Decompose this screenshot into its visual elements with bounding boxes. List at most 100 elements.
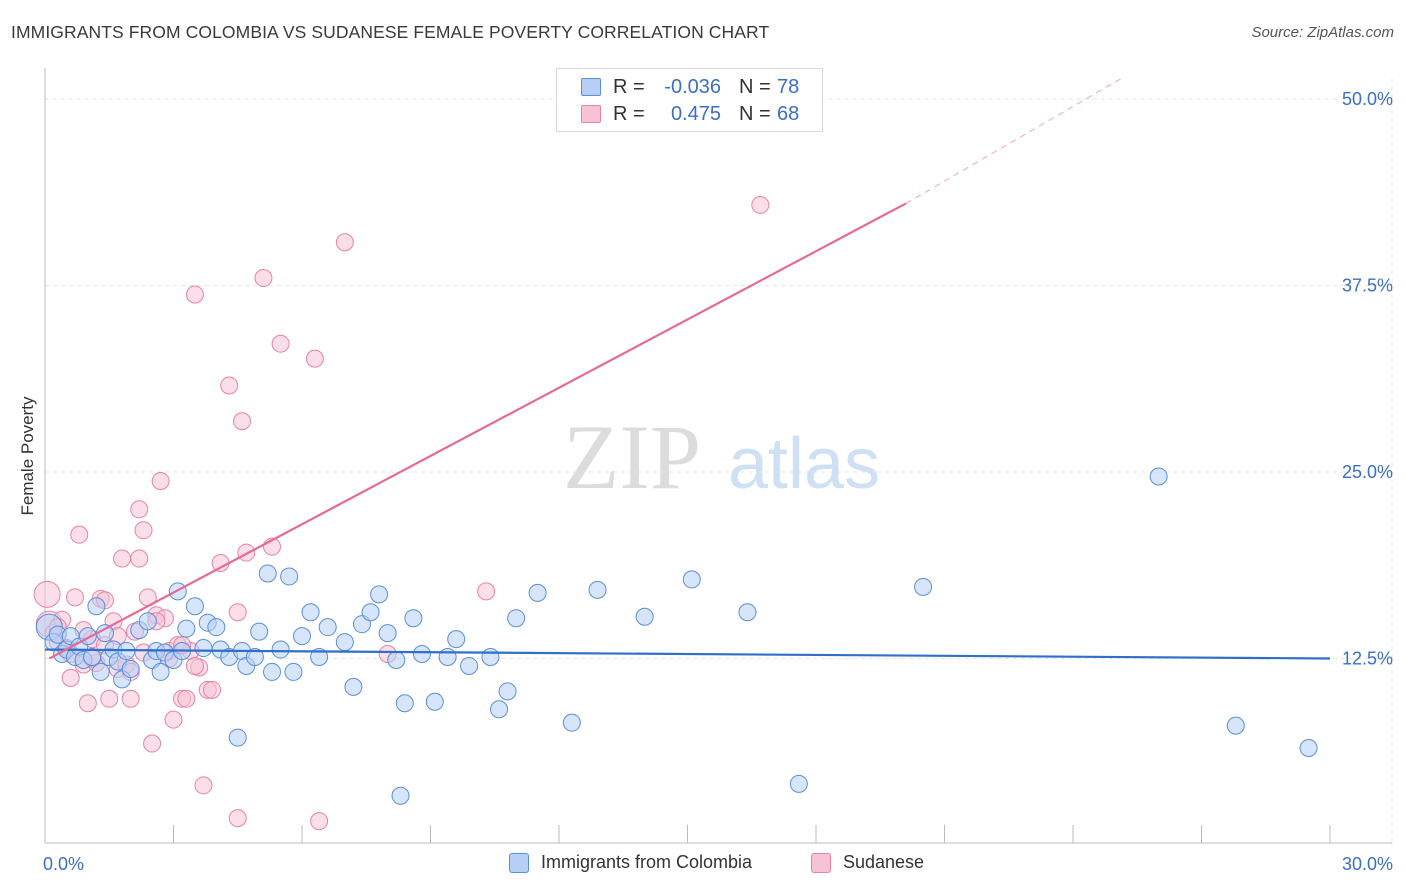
legend-swatch-sudanese <box>581 105 601 123</box>
correlation-legend: R = -0.036 N = 78 R = 0.475 N = 68 <box>556 68 823 132</box>
sudanese-point <box>130 549 149 568</box>
colombia-point <box>177 619 196 638</box>
sudanese-trend-extension <box>905 76 1125 204</box>
sudanese-point <box>310 812 329 831</box>
colombia-points <box>35 467 1318 805</box>
sudanese-point <box>237 543 256 562</box>
watermark-zip: ZIP <box>563 406 701 508</box>
sudanese-point <box>143 734 162 753</box>
sudanese-point <box>130 500 149 519</box>
y-tick-label: 12.5% <box>1342 649 1393 669</box>
colombia-point <box>151 662 170 681</box>
legend-item-colombia[interactable]: Immigrants from Colombia <box>509 852 752 873</box>
sudanese-trend-line <box>48 202 907 660</box>
colombia-point <box>344 677 363 696</box>
colombia-point <box>1226 716 1245 735</box>
sudanese-point <box>228 603 247 622</box>
sudanese-point <box>70 525 89 544</box>
legend-row-colombia: R = -0.036 N = 78 <box>581 74 799 100</box>
sudanese-point <box>228 809 247 828</box>
colombia-point <box>194 639 213 658</box>
sudanese-point <box>233 412 252 431</box>
colombia-point <box>310 648 329 667</box>
colombia-point <box>250 622 269 641</box>
colombia-point <box>301 603 320 622</box>
colombia-point <box>498 682 517 701</box>
legend-n-value: 68 <box>777 102 800 125</box>
axes <box>44 68 1392 844</box>
colombia-point <box>528 583 547 602</box>
colombia-point <box>404 609 423 628</box>
colombia-point <box>121 659 140 678</box>
legend-n-label: N = <box>739 102 771 125</box>
y-tick-label: 50.0% <box>1342 89 1393 109</box>
colombia-point <box>507 609 526 628</box>
y-axis-title: Female Poverty <box>18 396 37 516</box>
sudanese-point <box>151 471 170 490</box>
legend-r-label: R = <box>613 75 645 98</box>
legend-label-colombia: Immigrants from Colombia <box>541 852 753 872</box>
colombia-point <box>387 650 406 669</box>
colombia-point <box>490 700 509 719</box>
sudanese-point <box>100 689 119 708</box>
legend-label-sudanese: Sudanese <box>843 852 925 872</box>
y-tick-label: 25.0% <box>1342 462 1393 482</box>
colombia-point <box>335 633 354 652</box>
sudanese-point <box>134 521 153 540</box>
colombia-point <box>682 570 701 589</box>
tick-labels: 12.5% 25.0% 37.5% 50.0% 0.0% 30.0% <box>43 89 1393 874</box>
sudanese-point <box>335 233 354 252</box>
legend-r-label: R = <box>613 102 645 125</box>
colombia-point <box>263 662 282 681</box>
sudanese-point <box>211 554 230 573</box>
colombia-point <box>207 618 226 637</box>
y-tick-label: 37.5% <box>1342 276 1393 296</box>
sudanese-point <box>33 580 61 608</box>
legend-n-label: N = <box>739 75 771 98</box>
colombia-point <box>914 577 933 596</box>
sudanese-point <box>185 285 204 304</box>
colombia-point <box>1299 739 1318 758</box>
sudanese-point <box>477 582 496 601</box>
colombia-point <box>588 580 607 599</box>
colombia-point <box>447 630 466 649</box>
colombia-point <box>138 612 157 631</box>
watermark-atlas: atlas <box>728 424 880 504</box>
colombia-point <box>425 692 444 711</box>
colombia-point <box>361 603 380 622</box>
sudanese-point <box>65 588 84 607</box>
sudanese-points <box>33 195 770 831</box>
colombia-point <box>293 627 311 646</box>
sudanese-point <box>78 694 97 713</box>
legend-swatch-colombia <box>509 852 529 873</box>
sudanese-point <box>164 710 183 729</box>
series-legend: Immigrants from Colombia Sudanese <box>0 852 1406 876</box>
legend-r-value: -0.036 <box>664 75 721 98</box>
legend-swatch-colombia <box>581 78 601 96</box>
grid-lines <box>45 79 1393 843</box>
colombia-point <box>370 585 389 604</box>
legend-item-sudanese[interactable]: Sudanese <box>811 852 924 873</box>
colombia-point <box>378 624 397 643</box>
colombia-point <box>738 603 757 622</box>
trend-lines <box>44 76 1331 660</box>
colombia-point <box>481 648 500 667</box>
sudanese-point <box>194 776 213 795</box>
legend-swatch-sudanese <box>811 852 831 873</box>
colombia-point <box>271 640 290 659</box>
colombia-point <box>91 662 110 681</box>
sudanese-point <box>61 668 80 687</box>
colombia-point <box>391 786 410 805</box>
colombia-point <box>1149 467 1168 486</box>
sudanese-point <box>305 349 324 368</box>
colombia-point <box>258 564 277 583</box>
colombia-point <box>185 597 204 616</box>
chart-title: IMMIGRANTS FROM COLOMBIA VS SUDANESE FEM… <box>11 22 770 42</box>
sudanese-point <box>203 680 222 699</box>
legend-r-value: 0.475 <box>670 102 721 125</box>
sudanese-point <box>185 656 204 675</box>
source-credit: Source: ZipAtlas.com <box>1251 24 1394 41</box>
colombia-point <box>245 648 264 667</box>
colombia-point <box>412 645 431 664</box>
